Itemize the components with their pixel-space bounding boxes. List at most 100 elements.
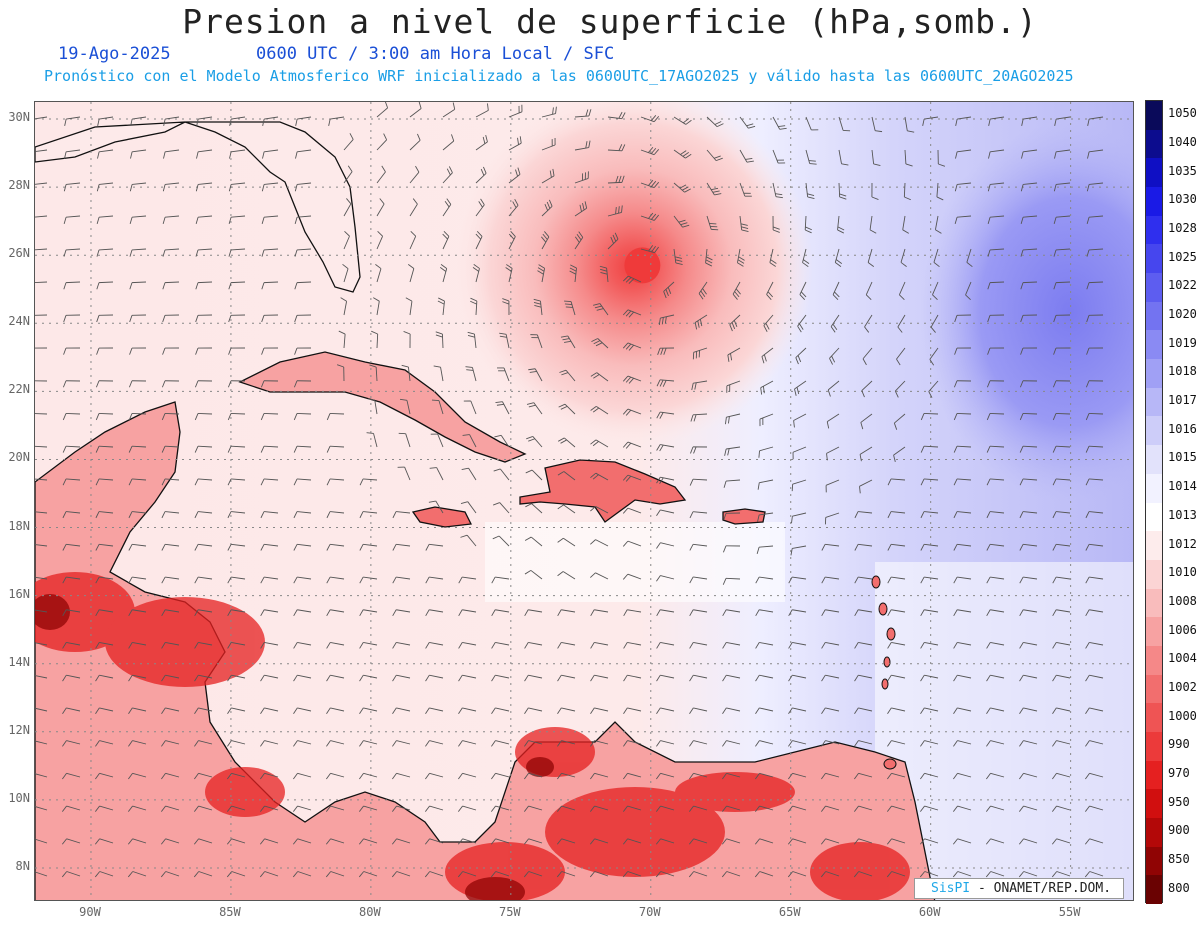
wind-barb xyxy=(623,740,642,747)
wind-barb xyxy=(1085,511,1104,519)
wind-barb xyxy=(953,740,972,747)
wind-barb xyxy=(96,314,114,323)
wind-barb xyxy=(425,740,444,747)
wind-barb xyxy=(788,740,807,747)
wind-barb xyxy=(392,609,411,617)
wind-barb xyxy=(294,182,312,192)
wind-barb xyxy=(194,445,213,453)
wind-barb xyxy=(62,772,81,780)
wind-barb xyxy=(607,232,619,250)
island xyxy=(883,758,897,770)
wind-barb xyxy=(607,205,623,217)
wind-barb xyxy=(294,314,312,323)
wind-barb xyxy=(689,478,708,486)
wind-barb xyxy=(62,445,81,453)
wind-barb xyxy=(887,609,906,617)
wind-barb xyxy=(673,116,692,125)
wind-barb xyxy=(834,248,843,267)
wind-barb xyxy=(827,380,840,397)
colorbar-level-label: 1025 xyxy=(1168,249,1197,264)
wind-barb xyxy=(864,314,873,333)
wind-barb xyxy=(556,838,576,845)
map-canvas xyxy=(35,102,1133,900)
wind-barb xyxy=(431,399,444,415)
wind-barb xyxy=(673,149,692,159)
map-title: Presion a nivel de superficie (hPa,somb.… xyxy=(182,2,1038,41)
wind-barb xyxy=(524,740,543,747)
colorbar-segment xyxy=(1146,158,1162,188)
wind-barb xyxy=(1085,740,1104,747)
wind-barb xyxy=(886,805,906,812)
lesser-antilles xyxy=(871,575,897,770)
wind-barb xyxy=(1086,182,1104,192)
wind-barb xyxy=(663,281,675,299)
wind-barb xyxy=(194,478,213,486)
wind-barb xyxy=(35,740,48,745)
wind-barb xyxy=(409,102,422,118)
wind-barb xyxy=(755,707,774,714)
wind-barb xyxy=(369,364,378,382)
wind-barb xyxy=(929,347,939,366)
wind-barb xyxy=(690,413,708,422)
wind-barb xyxy=(340,297,348,316)
wind-barb xyxy=(689,740,708,747)
wind-barb xyxy=(492,535,510,547)
wind-barb xyxy=(821,543,840,551)
wind-barb xyxy=(1019,576,1038,584)
wind-barb xyxy=(673,182,691,193)
wind-barb xyxy=(859,446,873,462)
wind-barb xyxy=(920,674,939,682)
colorbar-level-label: 1008 xyxy=(1168,593,1197,608)
wind-barb xyxy=(757,479,774,490)
wind-barb xyxy=(1052,511,1071,519)
wind-barb xyxy=(590,472,609,481)
wind-barb xyxy=(261,314,279,323)
wind-barb xyxy=(35,116,48,120)
wind-barb xyxy=(640,179,660,189)
wind-barb xyxy=(227,445,246,453)
wind-barb xyxy=(861,380,873,398)
longitude-label: 90W xyxy=(79,905,101,919)
wind-barb xyxy=(953,674,972,682)
wind-barb xyxy=(228,281,246,290)
wind-barb xyxy=(228,347,246,355)
wind-barb xyxy=(295,116,312,126)
wind-barb xyxy=(530,334,543,349)
wind-barb xyxy=(853,871,873,878)
wind-barb xyxy=(62,478,81,486)
colorbar-segment xyxy=(1146,387,1162,417)
wind-barb xyxy=(261,182,279,192)
wind-barb xyxy=(524,570,543,580)
wind-barb xyxy=(62,413,81,421)
wind-barb xyxy=(63,281,81,290)
wind-barb xyxy=(260,478,279,486)
wind-barb xyxy=(435,331,444,349)
longitude-label: 75W xyxy=(498,905,521,919)
wind-barb xyxy=(953,609,972,617)
wind-barb xyxy=(772,182,783,199)
wind-barb xyxy=(769,248,777,267)
wind-barb xyxy=(259,805,279,812)
wind-barb xyxy=(656,674,675,682)
wind-barb xyxy=(788,609,807,617)
wind-barb xyxy=(35,773,48,778)
colorbar-level-label: 1013 xyxy=(1168,507,1197,522)
wind-barb xyxy=(936,182,944,201)
colorbar-segment xyxy=(1146,416,1162,446)
wind-barb xyxy=(161,543,180,551)
wind-barb xyxy=(326,642,345,649)
wind-barb xyxy=(802,248,810,267)
wind-barb xyxy=(954,314,972,323)
wind-barb xyxy=(953,478,972,486)
wind-barb xyxy=(987,347,1005,355)
wind-barb xyxy=(754,838,774,845)
wind-barb xyxy=(564,300,576,316)
wind-barb xyxy=(622,838,642,845)
wind-barb xyxy=(893,413,906,430)
wind-barb xyxy=(429,467,444,481)
wind-barb xyxy=(194,740,213,747)
wind-barb xyxy=(590,439,609,448)
wind-barb xyxy=(955,116,972,126)
wind-barb xyxy=(787,805,807,812)
wind-barb xyxy=(821,576,840,584)
